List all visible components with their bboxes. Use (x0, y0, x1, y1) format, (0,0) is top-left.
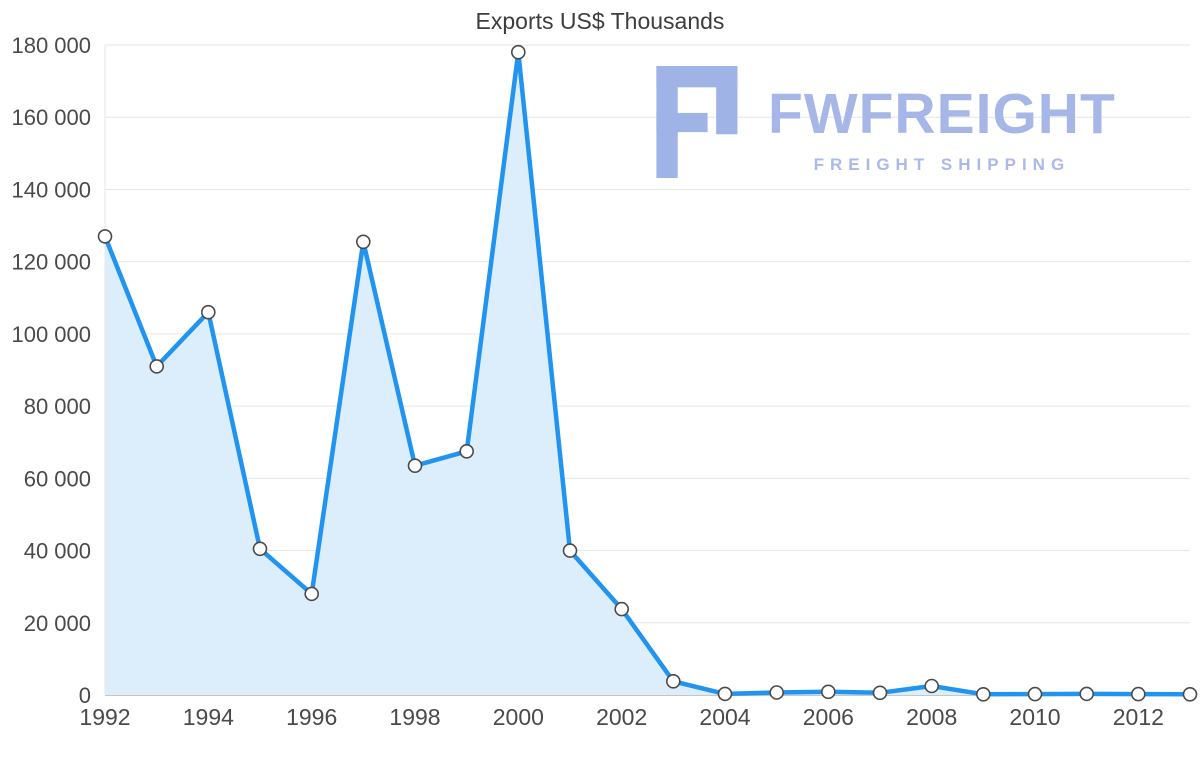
data-point-marker[interactable] (459, 443, 475, 459)
data-point-marker[interactable] (924, 678, 940, 694)
x-tick-label: 1992 (79, 704, 130, 730)
logo-tagline: FREIGHT SHIPPING (813, 155, 1071, 174)
y-tick-label: 160 000 (11, 105, 91, 130)
data-point-marker[interactable] (97, 229, 113, 244)
x-tick-label: 2000 (493, 704, 544, 730)
data-point-marker[interactable] (201, 304, 216, 320)
area-fill (105, 52, 1190, 695)
x-tick-label: 1996 (286, 704, 337, 730)
logo-text-block: FWFREIGHT FREIGHT SHIPPING (768, 66, 1116, 175)
x-tick-label: 1994 (183, 704, 234, 730)
y-tick-label: 120 000 (11, 250, 91, 275)
y-tick-label: 0 (79, 683, 91, 708)
data-point-marker[interactable] (665, 673, 681, 689)
fwfreight-logo: FWFREIGHT FREIGHT SHIPPING (650, 66, 1116, 178)
y-tick-label: 80 000 (24, 394, 91, 419)
x-tick-label: 2002 (596, 704, 647, 730)
series-line (102, 49, 1193, 697)
data-point-marker[interactable] (510, 44, 526, 60)
data-point-marker[interactable] (1079, 686, 1094, 702)
data-point-marker[interactable] (355, 234, 371, 250)
data-point-marker[interactable] (769, 685, 785, 700)
x-tick-label: 2008 (906, 704, 957, 730)
chart-title: Exports US$ Thousands (475, 8, 725, 34)
x-tick-label: 1998 (389, 704, 440, 730)
data-point-marker[interactable] (562, 543, 578, 558)
data-point-marker[interactable] (1131, 686, 1146, 702)
y-tick-label: 20 000 (24, 611, 91, 636)
data-point-marker[interactable] (717, 686, 733, 702)
y-tick-label: 40 000 (24, 539, 91, 564)
data-point-marker[interactable] (614, 601, 630, 617)
data-point-marker[interactable] (252, 541, 268, 557)
x-tick-label: 2010 (1009, 704, 1060, 730)
data-point-marker[interactable] (820, 684, 836, 700)
data-point-marker[interactable] (872, 685, 888, 701)
data-point-marker[interactable] (975, 686, 991, 702)
logo-wordmark: FWFREIGHT (768, 82, 1116, 146)
data-point-marker[interactable] (1182, 686, 1198, 702)
x-tick-label: 2012 (1113, 704, 1164, 730)
y-tick-label: 140 000 (11, 177, 91, 202)
y-tick-label: 180 000 (11, 33, 91, 58)
y-tick-label: 100 000 (11, 322, 91, 347)
y-tick-label: 60 000 (24, 466, 91, 491)
data-point-marker[interactable] (407, 458, 423, 474)
data-point-marker[interactable] (304, 586, 320, 602)
fwfreight-logo-icon (656, 66, 738, 178)
x-tick-label: 2004 (699, 704, 750, 730)
data-point-marker[interactable] (149, 359, 164, 374)
data-point-marker[interactable] (1027, 686, 1043, 702)
x-tick-label: 2006 (803, 704, 854, 730)
